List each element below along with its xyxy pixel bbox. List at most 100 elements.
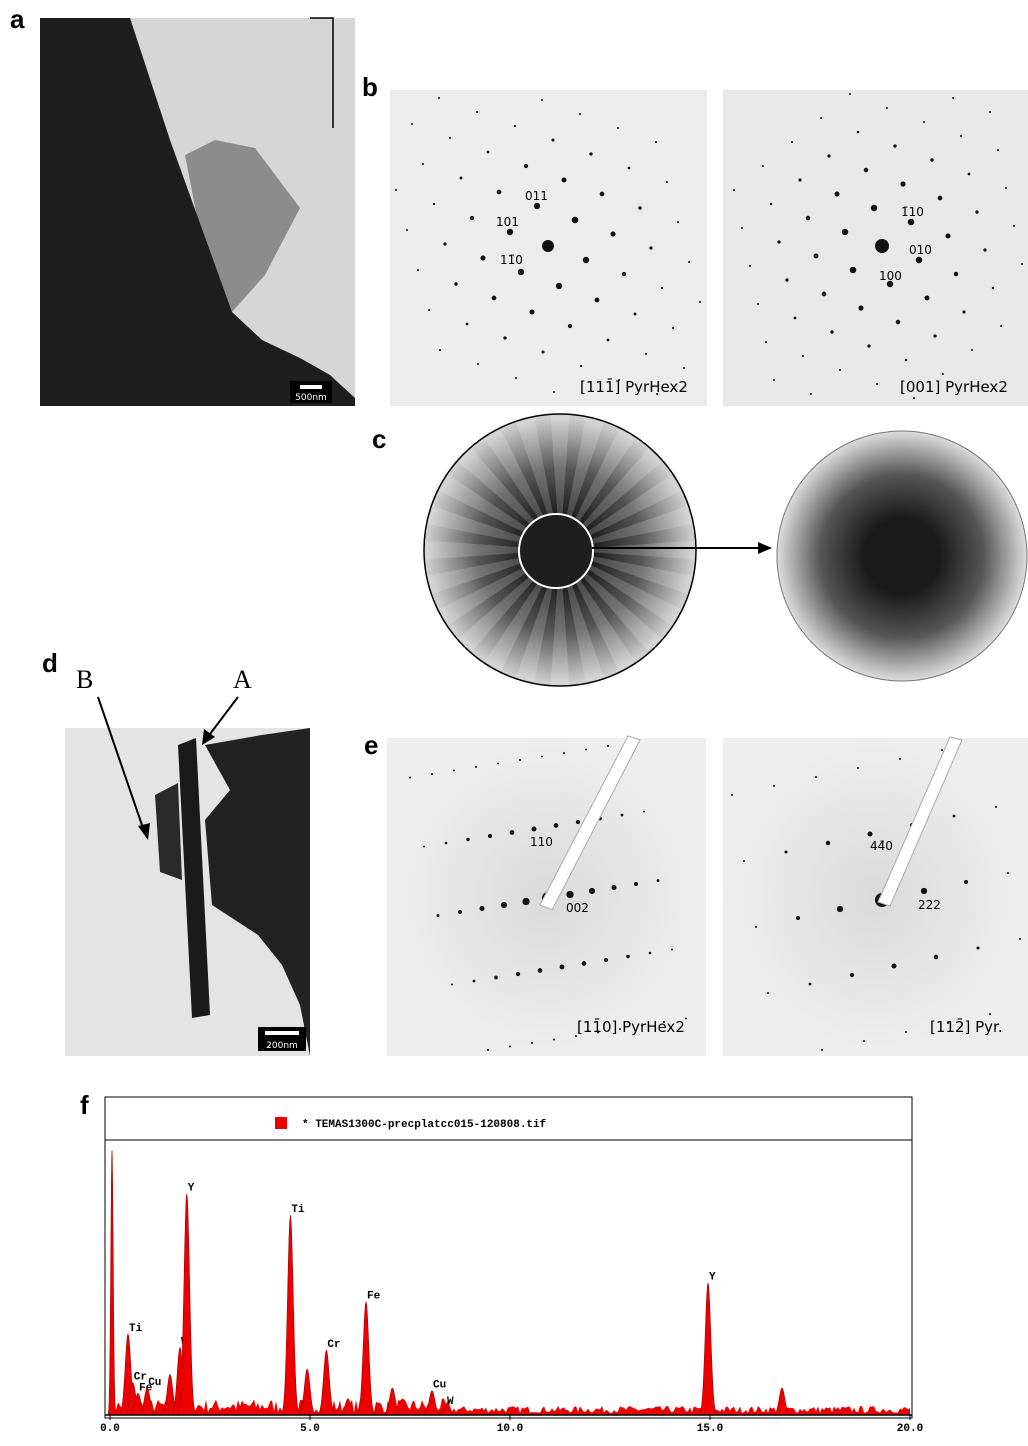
diffraction-spot bbox=[1021, 263, 1023, 265]
diffraction-spot bbox=[541, 99, 543, 101]
diffraction-spot bbox=[524, 164, 528, 168]
diffraction-spot bbox=[886, 107, 888, 109]
diffraction-spot bbox=[930, 158, 933, 161]
diffraction-spot bbox=[796, 916, 800, 920]
scale-bar bbox=[265, 1031, 299, 1035]
spot-label: 44̄0 bbox=[870, 839, 893, 853]
diffraction-spot bbox=[952, 97, 954, 99]
diffraction-spot bbox=[850, 973, 854, 977]
diffraction-spot bbox=[891, 963, 896, 968]
spot-label: 101 bbox=[496, 215, 519, 229]
diffraction-spot bbox=[568, 324, 572, 328]
highlight-circle bbox=[519, 514, 593, 588]
diffraction-spot bbox=[458, 910, 462, 914]
diffraction-spot bbox=[850, 267, 857, 274]
diffraction-spot bbox=[534, 203, 540, 209]
diffraction-spot bbox=[582, 961, 587, 966]
diffraction-spot bbox=[649, 952, 652, 955]
diffraction-spot bbox=[827, 154, 830, 157]
diffraction-spot bbox=[453, 770, 455, 772]
diffraction-spot bbox=[560, 965, 565, 970]
diffraction-spot bbox=[830, 330, 833, 333]
diffraction-spot bbox=[538, 968, 543, 973]
diffraction-spot bbox=[945, 233, 950, 238]
scale-bar bbox=[300, 385, 322, 389]
diffraction-spot bbox=[514, 125, 516, 127]
diffraction-spot bbox=[492, 296, 497, 301]
spot-label: 222 bbox=[918, 898, 941, 912]
diffraction-spot bbox=[519, 759, 521, 761]
diffraction-spot bbox=[480, 255, 485, 260]
spot-label: 1̄10 bbox=[901, 205, 924, 219]
diffraction-spot bbox=[661, 287, 663, 289]
diffraction-spot bbox=[445, 842, 448, 845]
diffraction-spot bbox=[487, 151, 490, 154]
diffraction-spot bbox=[867, 831, 872, 836]
diffraction-spot bbox=[422, 163, 424, 165]
diffraction-spot bbox=[896, 320, 901, 325]
diffraction-spot bbox=[770, 203, 772, 205]
x-tick-label: 20.0 bbox=[897, 1423, 923, 1435]
diffraction-spot bbox=[858, 305, 863, 310]
diffraction-spot bbox=[542, 240, 554, 252]
diffraction-spot bbox=[989, 1013, 991, 1015]
diffraction-spot bbox=[864, 168, 869, 173]
diffraction-spot bbox=[645, 353, 647, 355]
diffraction-spot bbox=[785, 278, 788, 281]
diffraction-spot bbox=[541, 756, 543, 758]
diffraction-spot bbox=[837, 906, 843, 912]
diffraction-spot bbox=[583, 257, 589, 263]
diffraction-spot bbox=[634, 882, 638, 886]
peak-label: Ti bbox=[291, 1204, 305, 1216]
diffraction-spot bbox=[867, 344, 870, 347]
diffraction-spot bbox=[460, 177, 463, 180]
diffraction-spot bbox=[509, 1046, 511, 1048]
panel-label: a bbox=[10, 4, 25, 34]
spectrum-frame bbox=[105, 1097, 912, 1418]
diffraction-spot bbox=[494, 976, 498, 980]
diffraction-spot bbox=[497, 763, 499, 765]
diffraction-spot bbox=[773, 379, 775, 381]
panel-label: d bbox=[42, 648, 58, 678]
diffraction-spot bbox=[649, 246, 652, 249]
diffraction-spot bbox=[1000, 325, 1002, 327]
diffraction-spot bbox=[971, 349, 973, 351]
diffraction-spot bbox=[531, 1042, 533, 1044]
diffraction-spot bbox=[741, 227, 743, 229]
diffraction-spot bbox=[566, 891, 573, 898]
diffraction-spot bbox=[487, 1049, 489, 1051]
diffraction-spot bbox=[672, 327, 674, 329]
x-tick-label: 5.0 bbox=[300, 1423, 320, 1435]
caption: [001] PyrHex2 bbox=[900, 378, 1008, 396]
diffraction-spot bbox=[488, 834, 492, 838]
diffraction-spot bbox=[835, 192, 840, 197]
scale-bar-label: 500nm bbox=[295, 393, 327, 403]
diffraction-spot bbox=[976, 946, 979, 949]
diffraction-spot bbox=[501, 902, 507, 908]
diffraction-spot bbox=[1005, 187, 1007, 189]
spot-label: 100 bbox=[879, 269, 902, 283]
diffraction-spot bbox=[466, 323, 469, 326]
diffraction-spot bbox=[553, 391, 555, 393]
peak-label: W bbox=[447, 1396, 454, 1408]
diffraction-spot bbox=[802, 355, 804, 357]
diffraction-spot bbox=[406, 229, 408, 231]
diffraction-spot bbox=[451, 984, 453, 986]
diffraction-spot bbox=[842, 229, 848, 235]
diffraction-spot bbox=[960, 135, 962, 137]
diffraction-spot bbox=[479, 906, 484, 911]
diffraction-spot bbox=[477, 363, 479, 365]
diffraction-spot bbox=[556, 283, 562, 289]
diffraction-spot bbox=[923, 121, 925, 123]
diffraction-spot bbox=[510, 830, 515, 835]
diffraction-spot bbox=[941, 749, 943, 751]
diffraction-pattern bbox=[723, 738, 1028, 1056]
diffraction-spot bbox=[607, 745, 609, 747]
diffraction-spot bbox=[968, 173, 971, 176]
diffraction-spot bbox=[954, 272, 958, 276]
diffraction-spot bbox=[507, 229, 513, 235]
diffraction-spot bbox=[409, 777, 411, 779]
diffraction-spot bbox=[921, 888, 927, 894]
diffraction-spot bbox=[757, 303, 759, 305]
diffraction-spot bbox=[916, 257, 922, 263]
